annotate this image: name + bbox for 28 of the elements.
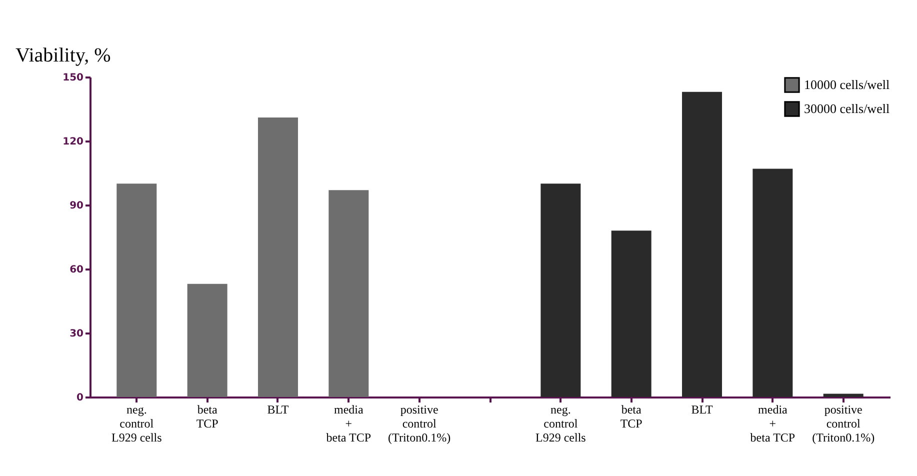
bar [752, 168, 793, 397]
y-tick-label: 90 [70, 200, 84, 212]
x-tick-label: BLT [691, 402, 714, 416]
x-tick-label: BLT [267, 402, 290, 416]
x-tick-label: neg. control L929 cells [536, 402, 586, 444]
y-tick-label: 0 [76, 392, 84, 404]
x-tick-label: media + beta TCP [326, 402, 372, 444]
bar [823, 394, 864, 397]
bar [258, 118, 298, 397]
bar [540, 184, 581, 397]
x-tick-label: neg. control L929 cells [111, 402, 162, 444]
legend-label: 10000 cells/well [804, 77, 890, 92]
y-axis-title: Viability, % [16, 44, 111, 66]
bar [328, 190, 369, 397]
x-tick-label: media + beta TCP [750, 402, 796, 444]
y-tick-label: 30 [70, 328, 84, 340]
y-tick-label: 150 [62, 72, 84, 84]
legend-label: 30000 cells/well [804, 101, 890, 116]
bar [682, 92, 722, 397]
y-tick-label: 60 [70, 264, 84, 276]
bar [611, 230, 652, 397]
bar [116, 184, 157, 397]
x-tick-label: positive control (Triton0.1%) [388, 402, 451, 444]
bar [187, 284, 228, 397]
y-tick-label: 120 [62, 136, 84, 148]
x-tick-label: beta TCP [620, 402, 643, 430]
x-tick-label: beta TCP [196, 402, 219, 430]
x-tick-label: positive control (Triton0.1%) [812, 402, 875, 444]
